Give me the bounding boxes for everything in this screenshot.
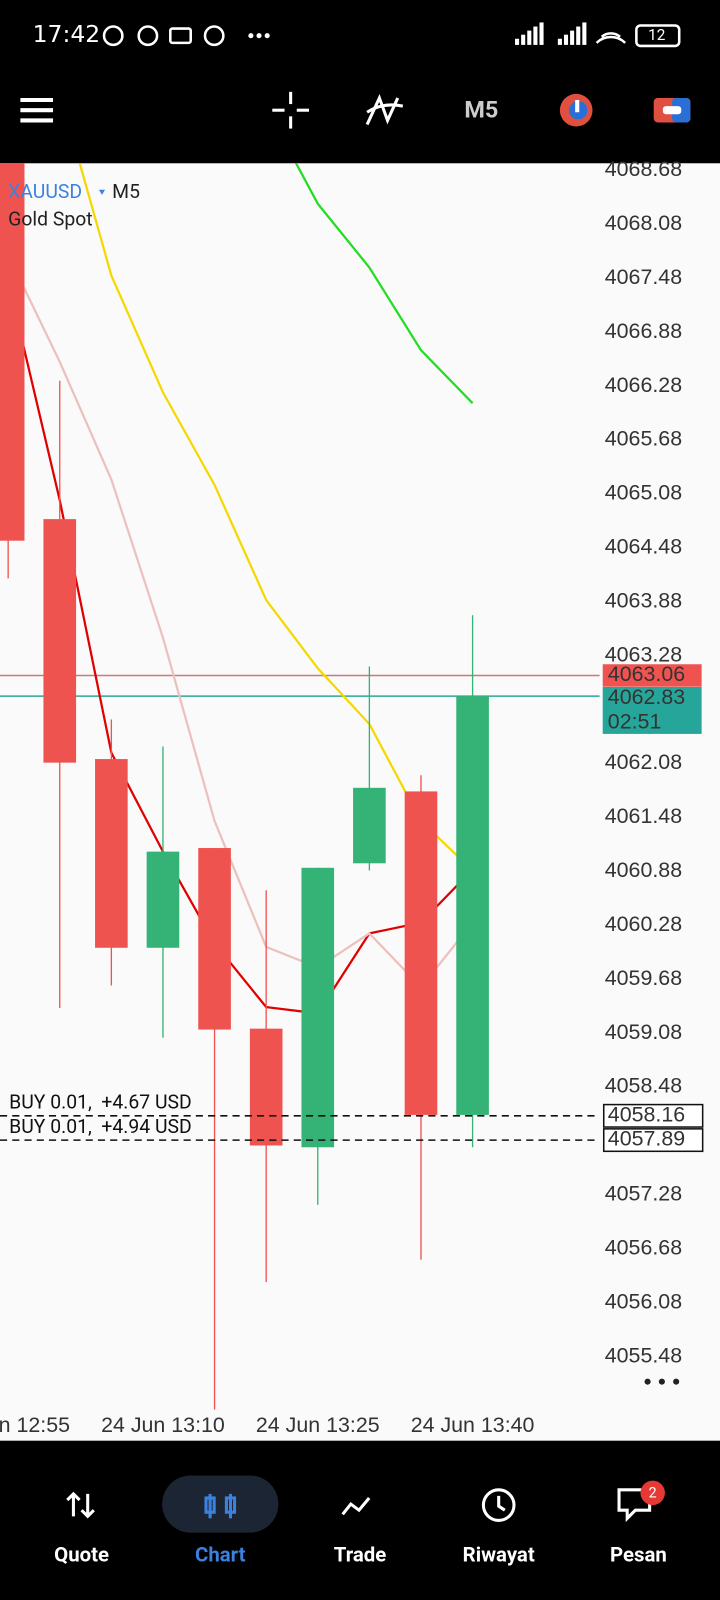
- y-tick-label: 4063.28: [605, 642, 682, 666]
- y-tick-label: 4064.48: [605, 535, 682, 559]
- candle-body: [456, 696, 489, 1115]
- candle-body: [301, 867, 335, 1148]
- y-tick-label: 4056.68: [605, 1235, 682, 1259]
- y-tick-label: 4068.68: [605, 157, 682, 181]
- position-price: 4058.16: [608, 1102, 685, 1126]
- nav-tab[interactable]: Quote: [54, 1543, 109, 1567]
- candle-body: [404, 791, 438, 1115]
- y-tick-label: 4066.88: [605, 319, 682, 343]
- nav-tab[interactable]: Chart: [195, 1543, 246, 1567]
- candle-body: [43, 519, 77, 763]
- nav-tab[interactable]: Trade: [334, 1543, 386, 1567]
- objects-button[interactable]: [559, 93, 593, 127]
- nav-tab[interactable]: Riwayat: [463, 1543, 535, 1567]
- menu-button[interactable]: [20, 97, 54, 123]
- y-tick-label: 4060.28: [605, 912, 682, 936]
- moving-average: [7, 254, 474, 990]
- position-price-box: [602, 1103, 704, 1128]
- badge: [640, 1480, 665, 1506]
- moving-average: [7, 280, 474, 1015]
- plot: [0, 163, 600, 1410]
- candle-body: [0, 163, 25, 541]
- bid-box: [602, 664, 702, 687]
- y-tick-label: 4058.48: [605, 1074, 682, 1098]
- y-tick-label: 4056.08: [605, 1289, 682, 1313]
- active-tab-bg: [162, 1475, 279, 1533]
- x-tick-label: 24 Jun 13:25: [256, 1413, 380, 1437]
- y-tick-label: 4059.68: [605, 966, 682, 990]
- y-tick-label: 4065.68: [605, 427, 682, 451]
- candle-body: [146, 851, 180, 948]
- x-tick-label: 24 Jun 12:55: [0, 1413, 70, 1437]
- y-tick-label: 4060.88: [605, 858, 682, 882]
- indicators-button[interactable]: [365, 93, 404, 126]
- y-tick-label: 4061.48: [605, 804, 682, 828]
- y-tick-label: 4055.48: [605, 1343, 682, 1367]
- ask-box: [602, 686, 702, 734]
- position-label: BUY 0.01, +4.94 USD: [9, 1115, 192, 1138]
- y-tick-label: 4063.88: [605, 588, 682, 612]
- nav-labels: Quote Chart Trade Riwayat Pesan: [54, 1543, 667, 1567]
- trade-button[interactable]: [653, 97, 691, 123]
- nav-tab[interactable]: Pesan: [610, 1543, 667, 1567]
- x-tick-label: 24 Jun 13:10: [101, 1413, 225, 1437]
- y-tick-label: 4065.08: [605, 481, 682, 505]
- position-label: BUY 0.01, +4.67 USD: [9, 1091, 192, 1114]
- y-tick-label: 4066.28: [605, 373, 682, 397]
- symbol[interactable]: XAUUSD: [8, 180, 82, 203]
- symbol-description: Gold Spot: [8, 208, 92, 231]
- bar-countdown: 02:51: [608, 709, 662, 733]
- more-button[interactable]: [644, 1378, 680, 1385]
- clock: 17:42: [33, 20, 101, 48]
- y-tick-label: 4067.48: [605, 265, 682, 289]
- candle-body: [353, 787, 386, 864]
- bottom-nav: [0, 1440, 720, 1600]
- y-tick-label: 4059.08: [605, 1020, 682, 1044]
- candle-body: [249, 1028, 283, 1146]
- badge-count: 2: [649, 1486, 657, 1502]
- y-tick-label: 4068.08: [605, 211, 682, 235]
- x-tick-label: 24 Jun 13:40: [411, 1413, 535, 1437]
- position-price-box: [602, 1128, 704, 1153]
- status-icons-2: [248, 22, 587, 45]
- candle-body: [95, 759, 128, 948]
- ask-price: 4062.83: [608, 685, 685, 709]
- y-tick-label: 4062.08: [605, 750, 682, 774]
- position-price: 4057.89: [608, 1127, 685, 1151]
- chart-timeframe: M5: [112, 180, 140, 203]
- battery-level: 12: [648, 26, 666, 44]
- bid-price: 4063.06: [608, 662, 685, 686]
- top-bar: [0, 0, 720, 164]
- crosshair-button[interactable]: [272, 91, 310, 129]
- timeframe-button[interactable]: M5: [464, 95, 498, 123]
- moving-average: [78, 163, 474, 872]
- price-axis: 4068.68 4068.08 4067.48 4066.88 4066.28 4065.…: [602, 157, 704, 1367]
- symbol-dropdown[interactable]: [98, 189, 106, 195]
- status-icons: [102, 24, 681, 48]
- y-tick-label: 4057.28: [605, 1182, 682, 1206]
- moving-average: [294, 163, 474, 404]
- candle-body: [198, 848, 231, 1030]
